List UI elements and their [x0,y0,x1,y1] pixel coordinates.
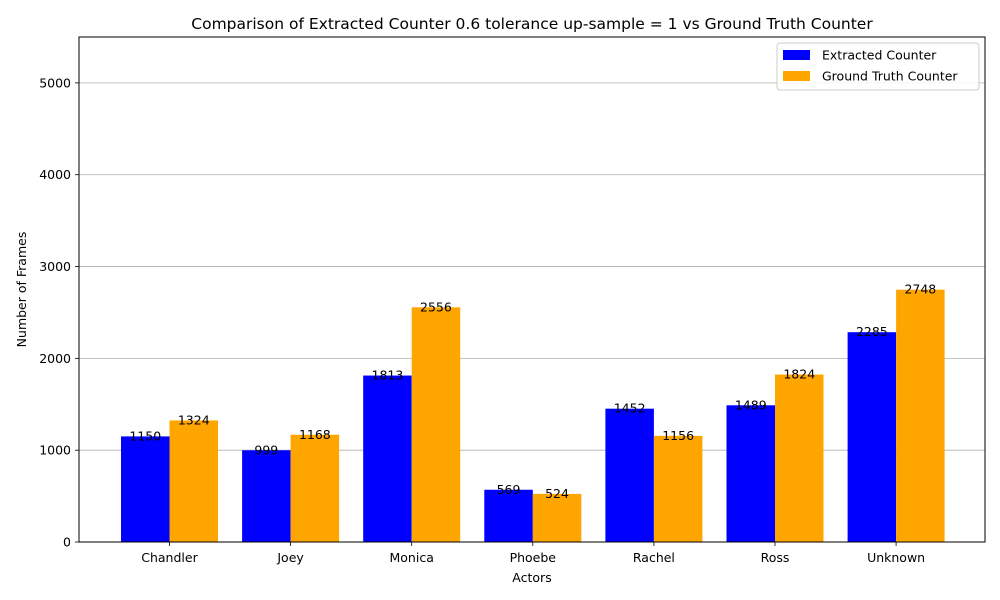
data-label: 2556 [420,299,452,314]
plot-frame [78,36,986,543]
x-tick-label: Joey [276,550,304,565]
legend: Extracted Counter Ground Truth Counter [776,42,980,91]
data-label: 1168 [299,427,331,442]
bar-extracted-joey [242,450,291,542]
data-label: 2285 [856,324,888,339]
data-label: 1824 [783,367,815,382]
legend-swatch [783,71,810,81]
bar-extracted-unknown [847,332,897,542]
data-label: 999 [254,442,278,457]
data-label: 1324 [178,412,210,427]
bar-extracted-chandler [121,436,170,542]
y-tick-label: 5000 [39,75,71,90]
chart-title: Comparison of Extracted Counter 0.6 tole… [191,15,873,33]
bar-ground-truth-rachel [653,435,703,542]
legend-box [776,42,980,91]
y-axis-ticks: 0 1000 2000 3000 4000 5000 [39,75,79,550]
bar-extracted-monica [363,375,412,542]
x-tick-label: Phoebe [510,550,557,565]
x-tick-label: Monica [390,550,434,565]
data-label: 524 [545,486,569,501]
data-label: 1813 [372,368,404,383]
data-label: 2748 [904,282,936,297]
data-labels: 1150 999 1813 569 1452 1489 2285 1324 1168 2556 52… [129,282,936,501]
bar-ground-truth-ross [775,374,824,542]
x-tick-label: Unknown [867,550,925,565]
legend-swatch [783,50,810,60]
legend-entry-extracted: Extracted Counter [822,48,937,63]
y-tick-label: 1000 [39,443,71,458]
bar-ground-truth-chandler [169,420,218,542]
x-tick-label: Rachel [633,550,675,565]
y-tick-label: 4000 [39,167,71,182]
bar-extracted-rachel [605,408,654,542]
data-label: 1489 [735,397,767,412]
bar-extracted-phoebe [484,489,533,542]
bars [121,289,945,542]
data-label: 1452 [614,401,646,416]
data-label: 1150 [129,428,161,443]
bar-ground-truth-unknown [896,289,945,542]
x-tick-label: Chandler [141,550,198,565]
data-label: 569 [497,482,521,497]
data-label: 1156 [662,428,694,443]
bar-ground-truth-joey [290,434,340,542]
y-tick-label: 3000 [39,259,71,274]
x-axis-ticks: Chandler Joey Monica Phoebe Rachel Ross Unknow… [141,542,925,565]
bar-extracted-ross [726,405,775,542]
x-axis-label: Actors [512,570,551,585]
x-tick-label: Ross [761,550,790,565]
bar-ground-truth-monica [411,307,461,542]
y-axis-label: Number of Frames [14,232,29,348]
bar-ground-truth-phoebe [532,493,582,542]
y-tick-label: 2000 [39,351,71,366]
y-tick-label: 0 [63,535,71,550]
legend-entry-ground-truth: Ground Truth Counter [822,69,958,84]
